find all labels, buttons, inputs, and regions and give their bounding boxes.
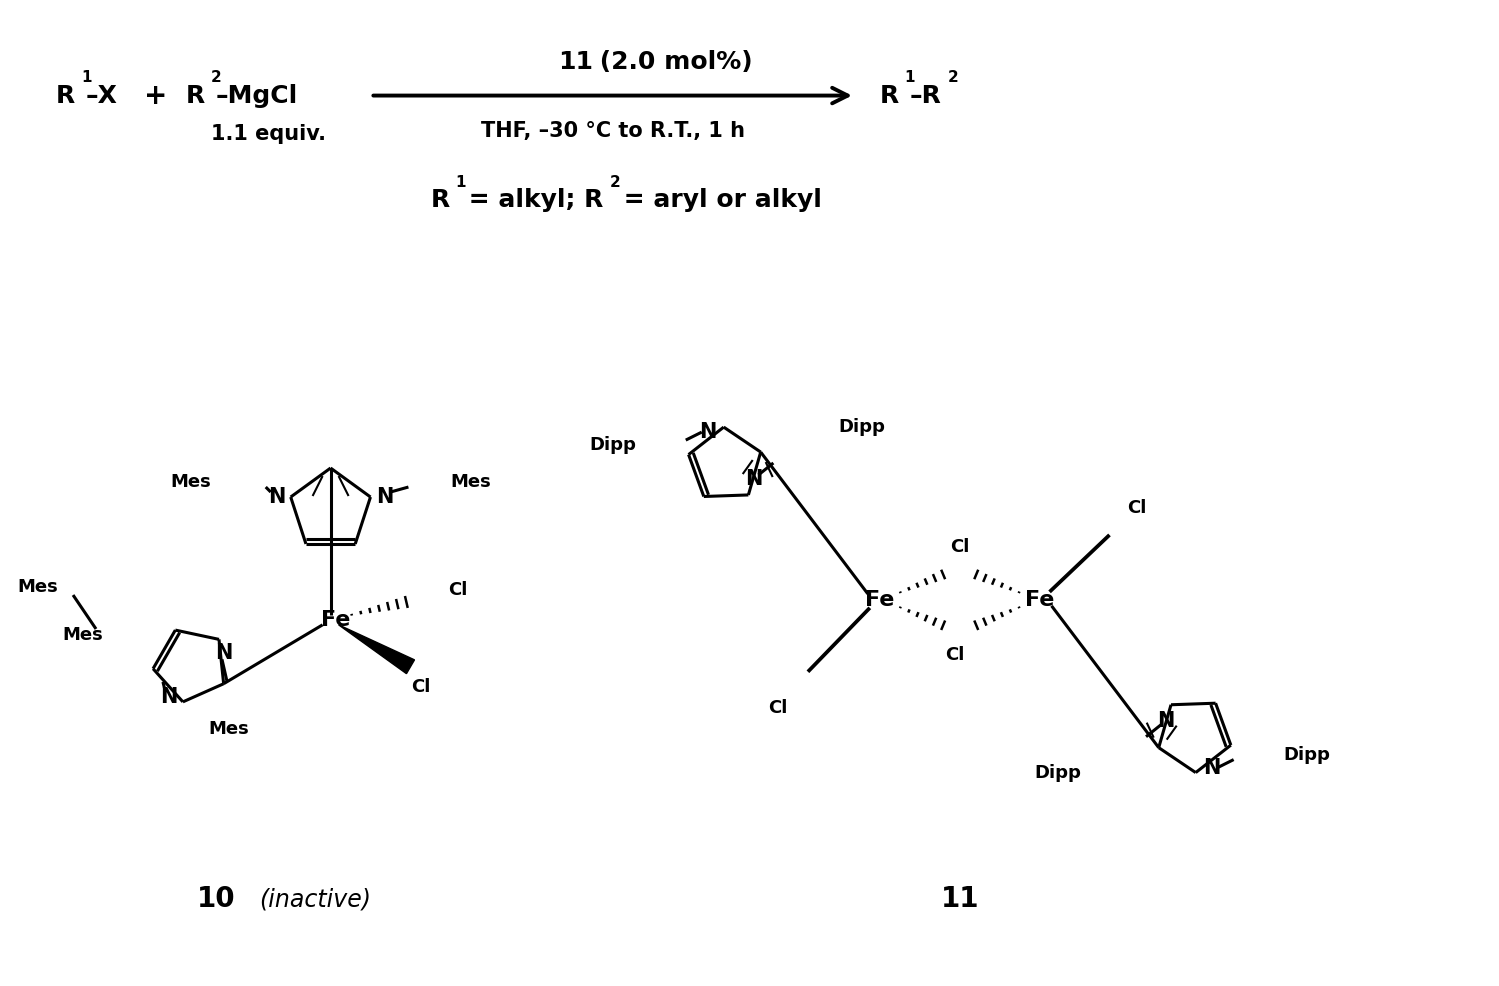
Text: Fe: Fe: [865, 590, 895, 610]
Text: THF, –30 °C to R.T., 1 h: THF, –30 °C to R.T., 1 h: [481, 120, 745, 141]
Text: N: N: [160, 687, 177, 707]
Text: N: N: [268, 487, 285, 507]
Text: 1: 1: [81, 70, 91, 85]
Text: Mes: Mes: [18, 578, 58, 596]
Text: –MgCl: –MgCl: [216, 84, 298, 107]
Text: 2: 2: [211, 70, 222, 85]
Text: R: R: [430, 188, 450, 212]
Text: Cl: Cl: [950, 538, 970, 556]
Text: –X: –X: [85, 84, 118, 107]
Text: = alkyl; R: = alkyl; R: [460, 188, 604, 212]
Text: (inactive): (inactive): [259, 887, 372, 911]
Polygon shape: [339, 625, 415, 673]
Text: Dipp: Dipp: [589, 436, 636, 455]
Text: Mes: Mes: [63, 626, 103, 644]
Text: = aryl or alkyl: = aryl or alkyl: [615, 188, 821, 212]
Text: Cl: Cl: [769, 699, 787, 717]
Text: 11: 11: [558, 49, 592, 74]
Text: Cl: Cl: [1127, 499, 1147, 517]
Text: 2: 2: [947, 70, 958, 85]
Text: N: N: [216, 643, 232, 664]
Text: N: N: [745, 469, 761, 489]
Text: Dipp: Dipp: [1283, 745, 1331, 763]
Text: Mes: Mes: [208, 720, 249, 739]
Text: Mes: Mes: [169, 473, 211, 491]
Text: Dipp: Dipp: [1034, 764, 1081, 782]
Text: Cl: Cl: [448, 581, 468, 599]
Text: Fe: Fe: [1025, 590, 1054, 610]
Text: Cl: Cl: [411, 677, 430, 696]
Text: Fe: Fe: [321, 609, 351, 630]
Text: N: N: [699, 422, 717, 442]
Text: N: N: [1157, 711, 1175, 731]
Text: 10: 10: [196, 885, 235, 913]
Text: R: R: [55, 84, 75, 107]
Text: 1: 1: [456, 175, 466, 190]
Text: Dipp: Dipp: [838, 418, 884, 436]
Text: N: N: [1204, 757, 1220, 778]
Text: Mes: Mes: [450, 473, 492, 491]
Text: Cl: Cl: [944, 646, 964, 664]
Text: 2: 2: [610, 175, 621, 190]
Text: R: R: [880, 84, 899, 107]
Text: R: R: [186, 84, 205, 107]
Text: +: +: [144, 82, 168, 109]
Text: 1: 1: [905, 70, 916, 85]
Text: 1.1 equiv.: 1.1 equiv.: [211, 123, 325, 144]
Text: 11: 11: [940, 885, 979, 913]
Text: (2.0 mol%): (2.0 mol%): [591, 49, 752, 74]
Text: N: N: [376, 487, 393, 507]
Text: –R: –R: [910, 84, 941, 107]
